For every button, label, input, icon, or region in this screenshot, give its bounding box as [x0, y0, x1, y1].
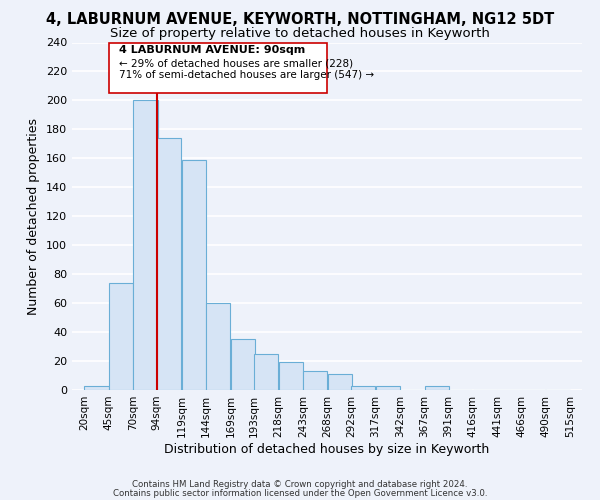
FancyBboxPatch shape — [109, 42, 328, 93]
Bar — [254, 354, 278, 390]
Text: Contains HM Land Registry data © Crown copyright and database right 2024.: Contains HM Land Registry data © Crown c… — [132, 480, 468, 489]
Bar — [133, 100, 158, 390]
Bar — [328, 374, 352, 390]
Text: Contains public sector information licensed under the Open Government Licence v3: Contains public sector information licen… — [113, 489, 487, 498]
Bar — [303, 371, 328, 390]
Bar — [157, 138, 181, 390]
Bar — [85, 386, 109, 390]
Text: ← 29% of detached houses are smaller (228): ← 29% of detached houses are smaller (22… — [119, 58, 353, 68]
Text: 4 LABURNUM AVENUE: 90sqm: 4 LABURNUM AVENUE: 90sqm — [119, 46, 305, 56]
Bar — [351, 386, 376, 390]
Text: Size of property relative to detached houses in Keyworth: Size of property relative to detached ho… — [110, 26, 490, 40]
Bar — [182, 160, 206, 390]
X-axis label: Distribution of detached houses by size in Keyworth: Distribution of detached houses by size … — [164, 442, 490, 456]
Text: 4, LABURNUM AVENUE, KEYWORTH, NOTTINGHAM, NG12 5DT: 4, LABURNUM AVENUE, KEYWORTH, NOTTINGHAM… — [46, 12, 554, 28]
Bar — [376, 386, 400, 390]
Y-axis label: Number of detached properties: Number of detached properties — [28, 118, 40, 315]
Bar — [278, 362, 303, 390]
Bar — [230, 340, 255, 390]
Bar — [425, 386, 449, 390]
Bar — [206, 303, 230, 390]
Bar — [109, 283, 133, 390]
Text: 71% of semi-detached houses are larger (547) →: 71% of semi-detached houses are larger (… — [119, 70, 374, 81]
